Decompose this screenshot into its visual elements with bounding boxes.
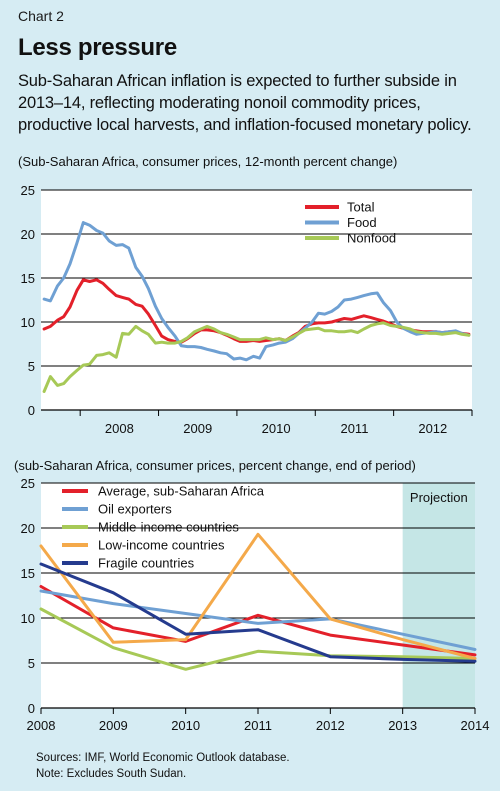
chart2-y-tick-label: 10 xyxy=(21,611,35,626)
footnote-text: Note: Excludes South Sudan. xyxy=(36,768,187,780)
chart1-x-tick-label: 2010 xyxy=(262,421,291,436)
chart1-legend-label: Total xyxy=(347,200,375,215)
source-notes: Sources: IMF, World Economic Outlook dat… xyxy=(36,750,290,782)
chart1-plot-area xyxy=(41,190,472,410)
chart2-series-line-middle-income-countries xyxy=(39,607,477,671)
chart1-y-tick-label: 15 xyxy=(21,271,35,286)
chart-subtitle: Sub-Saharan African inflation is expecte… xyxy=(18,72,472,134)
chart1-note: (Sub-Saharan Africa, consumer prices, 12… xyxy=(18,154,398,169)
sources-text: Sources: IMF, World Economic Outlook dat… xyxy=(36,752,290,764)
chart1-series-line-food xyxy=(42,221,471,362)
chart2-legend-label: Average, sub-Saharan Africa xyxy=(98,484,265,499)
chart2-y-tick-label: 15 xyxy=(21,566,35,581)
chart1-legend-label: Nonfood xyxy=(347,231,396,246)
chart1-x-tick-label: 2008 xyxy=(105,421,134,436)
chart2-projection-label: Projection xyxy=(410,490,468,505)
chart1-x-tick-label: 2012 xyxy=(418,421,447,436)
chart1-legend-label: Food xyxy=(347,215,377,230)
chart2-x-tick-label: 2010 xyxy=(171,718,200,733)
chart2-legend-label: Oil exporters xyxy=(98,502,172,517)
chart2-x-tick-label: 2013 xyxy=(388,718,417,733)
chart2-x-tick-label: 2014 xyxy=(461,718,490,733)
chart1-plot: 0 5 10 15 20 25 2008 2009 2010 2011 2012 TotalFoodN… xyxy=(21,183,473,436)
chart2-x-tick-label: 2009 xyxy=(99,718,128,733)
chart2-legend-label: Low-income countries xyxy=(98,538,225,553)
chart2-projection-band xyxy=(402,483,475,708)
chart2-y-tick-label: 0 xyxy=(28,701,35,716)
chart2-x-tick-label: 2008 xyxy=(27,718,56,733)
chart1-y-tick-label: 25 xyxy=(21,183,35,198)
chart2-legend-label: Middle-income countries xyxy=(98,520,239,535)
chart1-series-line-nonfood xyxy=(42,321,471,393)
chart-number: Chart 2 xyxy=(18,8,64,24)
chart1-x-tick-label: 2011 xyxy=(340,421,368,436)
chart2-plot: Projection 0 5 10 15 20 25 2008 2009 2010 2011 2012… xyxy=(21,476,490,733)
chart2-note: (sub-Saharan Africa, consumer prices, pe… xyxy=(14,458,416,473)
chart1-y-tick-label: 5 xyxy=(28,359,35,374)
chart-title: Less pressure xyxy=(18,34,177,61)
chart1-y-tick-label: 20 xyxy=(21,227,35,242)
chart2-series-line-oil-exporters xyxy=(39,589,477,651)
chart1-x-tick-label: 2009 xyxy=(183,421,212,436)
chart2-series-line-low-income-countries xyxy=(39,532,477,660)
chart2-y-tick-label: 20 xyxy=(21,521,35,536)
chart2-series-line-fragile-countries xyxy=(39,562,477,663)
chart2-x-tick-label: 2011 xyxy=(244,718,272,733)
chart1-y-tick-label: 10 xyxy=(21,315,35,330)
chart2-x-tick-label: 2012 xyxy=(316,718,345,733)
chart2-y-tick-label: 5 xyxy=(28,656,35,671)
chart2-legend-label: Fragile countries xyxy=(98,556,195,571)
chart2-y-tick-label: 25 xyxy=(21,476,35,491)
chart1-y-tick-label: 0 xyxy=(28,403,35,418)
chart2-series-line-average-sub-saharan-africa xyxy=(39,585,477,657)
